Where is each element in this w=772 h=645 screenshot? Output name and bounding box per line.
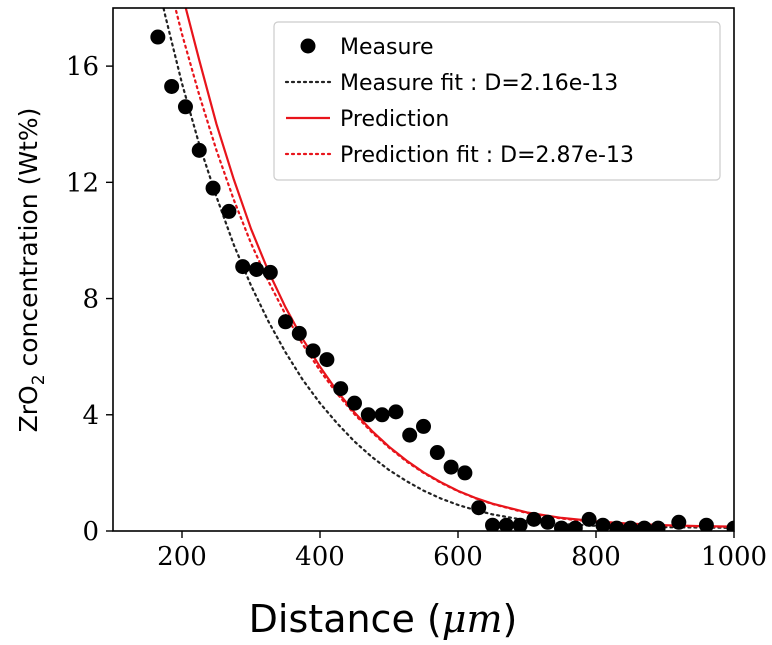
measure-point (567, 520, 583, 531)
measure-point (595, 517, 611, 531)
measure-point (526, 511, 542, 527)
measure-point (388, 404, 404, 420)
measure-point (249, 262, 265, 277)
y-axis-label-subscript: 2 (29, 374, 49, 385)
x-axis-label: Distance (μm) (249, 597, 518, 641)
measure-point (360, 407, 376, 423)
series-line-1 (162, 8, 734, 529)
measure-point (650, 520, 666, 531)
legend-label: Measure fit : D=2.16e-13 (340, 71, 618, 96)
series-layer (150, 8, 734, 531)
measure-point (262, 264, 278, 280)
legend-box (273, 21, 721, 181)
x-tick-label: 200 (157, 542, 207, 572)
measure-point (291, 325, 307, 341)
measure-point (554, 520, 569, 531)
y-tick-label: 12 (66, 168, 99, 198)
measure-point (636, 520, 652, 531)
y-tick-label: 8 (82, 285, 99, 315)
y-axis-label-prefix: ZrO (14, 385, 43, 432)
x-tick-label: 600 (433, 542, 483, 572)
measure-point (623, 520, 638, 531)
measure-point (429, 445, 445, 461)
measure-point (609, 520, 625, 531)
legend: Measure Measure fit : D=2.16e-13 Predictio… (273, 21, 721, 181)
x-axis-label-main: Distance (249, 597, 415, 641)
legend-label: Measure (340, 35, 434, 60)
measure-point (443, 459, 459, 475)
measure-point (305, 343, 321, 359)
measure-point (221, 203, 237, 219)
x-axis-label-unit: μm (442, 597, 503, 641)
measure-point (416, 418, 431, 434)
measure-point (498, 517, 514, 531)
measure-point (726, 520, 734, 531)
plot-frame (112, 7, 735, 532)
x-tick-label: 1000 (701, 542, 767, 572)
x-axis-label-open-paren: ( (415, 597, 442, 641)
measure-point (485, 517, 500, 531)
legend-label: Prediction (340, 107, 449, 132)
ticks-layer: 200 400 600 800 1000 0 4 8 12 16 (66, 52, 767, 572)
measure-point (540, 514, 556, 530)
measure-point (402, 427, 418, 443)
measure-point (191, 142, 207, 158)
x-tick-label: 800 (571, 542, 621, 572)
measure-point (319, 352, 335, 368)
x-axis-label-close-paren: ) (502, 597, 517, 641)
y-tick-label: 16 (66, 52, 99, 82)
measure-point (347, 395, 362, 411)
legend-marker (300, 38, 316, 54)
measure-point (333, 381, 349, 397)
measure-point (177, 99, 193, 115)
measure-point (698, 517, 714, 531)
y-tick-label: 4 (82, 401, 99, 431)
y-axis-label-suffix: concentration (Wt%) (14, 108, 43, 375)
legend-entries: Measure Measure fit : D=2.16e-13 Predictio… (284, 35, 634, 168)
measure-point (671, 514, 687, 530)
measure-point (235, 259, 251, 275)
measure-point (512, 517, 528, 531)
legend-label: Prediction fit : D=2.87e-13 (340, 143, 634, 168)
measure-point (581, 511, 597, 527)
x-tick-label: 400 (295, 542, 345, 572)
measure-point (205, 180, 221, 196)
y-tick-label: 0 (82, 517, 99, 547)
measure-point (471, 500, 487, 516)
measure-point (164, 78, 180, 94)
measure-point (150, 29, 166, 45)
measure-point (374, 407, 390, 423)
y-axis-label: ZrO2 concentration (Wt%) (14, 108, 49, 433)
measure-point (457, 465, 473, 481)
measure-point (278, 314, 293, 330)
